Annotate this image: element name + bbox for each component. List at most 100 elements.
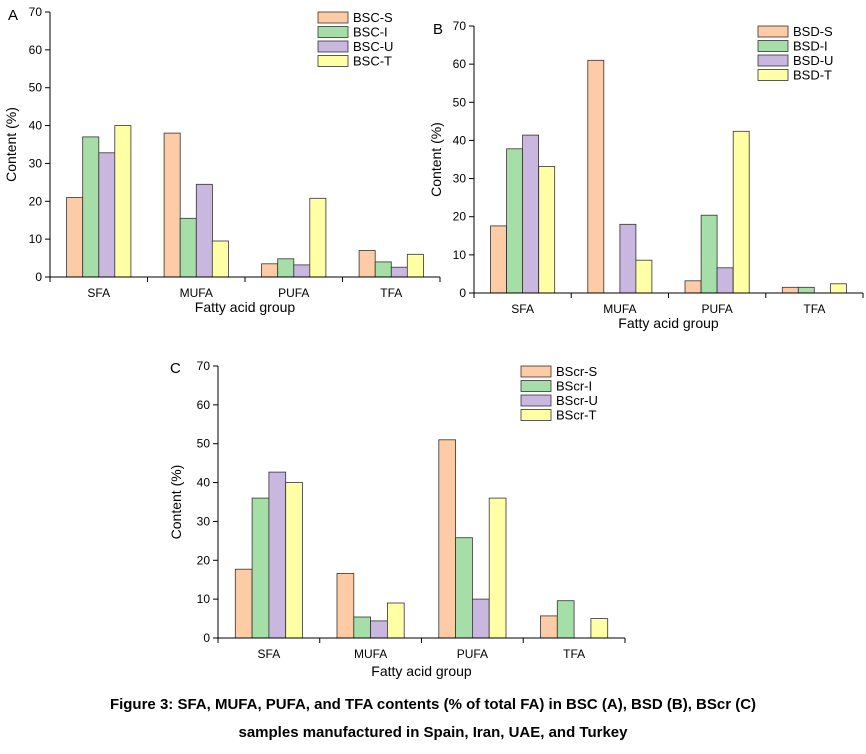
- bar-bsd-u-sfa: [522, 134, 539, 294]
- bar-bscr-u-mufa: [370, 620, 388, 639]
- bar-bsc-t-pufa: [309, 197, 327, 278]
- y-tick-label: 20: [453, 210, 467, 224]
- y-tick-label: 40: [29, 119, 43, 133]
- bar-bscr-i-mufa: [353, 616, 371, 639]
- bar-bsc-t-sfa: [114, 125, 132, 278]
- bar-bscr-i-sfa: [251, 497, 270, 639]
- y-tick-label: 60: [453, 57, 467, 71]
- legend-swatch-bsd-u: [757, 54, 789, 67]
- x-tick-label-mufa: MUFA: [180, 286, 213, 300]
- legend-label-bsd-t: BSD-T: [793, 68, 832, 83]
- bar-bsd-s-sfa: [490, 225, 507, 294]
- y-axis-title: Content (%): [428, 122, 444, 197]
- bar-bsc-s-pufa: [261, 263, 279, 278]
- x-axis-title: Fatty acid group: [618, 315, 719, 331]
- legend-label-bscr-t: BScr-T: [556, 408, 597, 423]
- y-tick-label: 60: [29, 43, 43, 57]
- figure-caption-line-1: Figure 3: SFA, MUFA, PUFA, and TFA conte…: [109, 696, 757, 713]
- panel-letter: C: [170, 360, 181, 377]
- bar-bsc-i-sfa: [82, 136, 100, 278]
- bar-bsd-u-pufa: [716, 267, 734, 294]
- x-tick-label-tfa: TFA: [803, 302, 825, 316]
- legend-swatch-bscr-u: [520, 394, 552, 407]
- bar-bsc-t-tfa: [406, 253, 424, 278]
- bar-bsd-s-tfa: [781, 286, 799, 294]
- bar-bscr-t-sfa: [285, 482, 303, 639]
- legend-swatch-bscr-s: [520, 365, 552, 378]
- chart-panel-c: 0 10 20 30 40 50 60 70 SFA MUFA PUFA TFA Fatty acid …: [168, 359, 626, 679]
- x-tick-label-pufa: PUFA: [457, 647, 488, 661]
- legend-label-bsc-s: BSC-S: [353, 10, 393, 25]
- bar-bscr-t-mufa: [386, 602, 405, 639]
- x-tick-label-tfa: TFA: [380, 286, 402, 300]
- bar-bsc-i-pufa: [277, 258, 295, 278]
- bar-bsd-s-pufa: [684, 280, 702, 294]
- legend-label-bsc-t: BSC-T: [353, 54, 392, 69]
- bar-bsd-t-sfa: [538, 165, 556, 294]
- y-tick-label: 50: [197, 437, 211, 451]
- y-tick-label: 0: [203, 631, 210, 645]
- legend-swatch-bsd-s: [757, 25, 789, 38]
- y-tick-label: 20: [29, 194, 43, 208]
- bar-bsc-u-pufa: [293, 264, 311, 278]
- chart-panel-a: 0 10 20 30 40 50 60 70 SFA MUFA PUFA TFA Fatty acid …: [3, 5, 441, 315]
- bar-bscr-s-pufa: [438, 439, 456, 639]
- legend-label-bsc-i: BSC-I: [353, 25, 388, 40]
- bar-bscr-s-mufa: [336, 573, 355, 639]
- y-tick-label: 30: [29, 156, 43, 170]
- y-axis-title: Content (%): [3, 107, 19, 182]
- y-tick-label: 40: [453, 133, 467, 147]
- y-axis-title: Content (%): [168, 465, 184, 540]
- panel-letter: A: [8, 7, 18, 24]
- bar-bsd-t-mufa: [635, 259, 653, 294]
- bar-bsc-t-mufa: [211, 240, 229, 278]
- y-tick-label: 10: [197, 592, 211, 606]
- y-tick-label: 20: [197, 553, 211, 567]
- x-axis-title: Fatty acid group: [195, 299, 296, 315]
- chart-panel-b: 0 10 20 30 40 50 60 70 SFA MUFA PUFA TFA Fatty acid …: [428, 19, 864, 331]
- bar-bsd-s-mufa: [587, 59, 605, 294]
- x-tick-label-tfa: TFA: [563, 647, 585, 661]
- bar-bsc-s-tfa: [358, 250, 376, 278]
- y-tick-label: 40: [197, 476, 211, 490]
- x-tick-label-sfa: SFA: [258, 647, 281, 661]
- bar-bscr-u-pufa: [471, 598, 490, 639]
- bar-bsc-i-tfa: [374, 261, 392, 278]
- legend-label-bsd-i: BSD-I: [793, 39, 828, 54]
- y-tick-label: 10: [453, 248, 467, 262]
- legend-swatch-bsd-i: [757, 40, 789, 52]
- bar-bscr-s-tfa: [540, 615, 558, 639]
- bar-bsd-i-sfa: [506, 148, 524, 294]
- bar-bsc-s-mufa: [163, 132, 181, 278]
- legend-label-bsc-u: BSC-U: [353, 39, 393, 54]
- legend-label-bscr-s: BScr-S: [556, 364, 598, 379]
- panel-letter: B: [433, 21, 443, 38]
- y-tick-label: 50: [29, 81, 43, 95]
- y-tick-label: 50: [453, 95, 467, 109]
- y-tick-label: 70: [453, 19, 467, 33]
- bar-bscr-i-tfa: [556, 600, 575, 639]
- x-tick-label-pufa: PUFA: [278, 286, 309, 300]
- bar-bsd-t-tfa: [830, 283, 847, 294]
- legend-swatch-bsc-t: [317, 55, 349, 67]
- y-tick-label: 30: [453, 172, 467, 186]
- bar-bscr-s-sfa: [234, 568, 253, 639]
- legend-swatch-bscr-i: [520, 380, 552, 392]
- bar-bsc-s-sfa: [66, 197, 84, 278]
- x-tick-label-mufa: MUFA: [603, 302, 636, 316]
- bar-bsc-i-mufa: [179, 217, 197, 278]
- y-tick-label: 60: [197, 398, 211, 412]
- bar-bsd-t-pufa: [732, 130, 750, 294]
- legend-label-bsd-u: BSD-U: [793, 53, 833, 68]
- y-tick-label: 0: [459, 286, 466, 300]
- legend-swatch-bscr-t: [520, 409, 552, 421]
- x-axis-title: Fatty acid group: [371, 663, 472, 679]
- bar-bsc-u-tfa: [390, 266, 408, 278]
- y-tick-label: 70: [197, 359, 211, 373]
- bar-bsd-u-mufa: [619, 223, 637, 294]
- bar-bscr-i-pufa: [455, 537, 473, 639]
